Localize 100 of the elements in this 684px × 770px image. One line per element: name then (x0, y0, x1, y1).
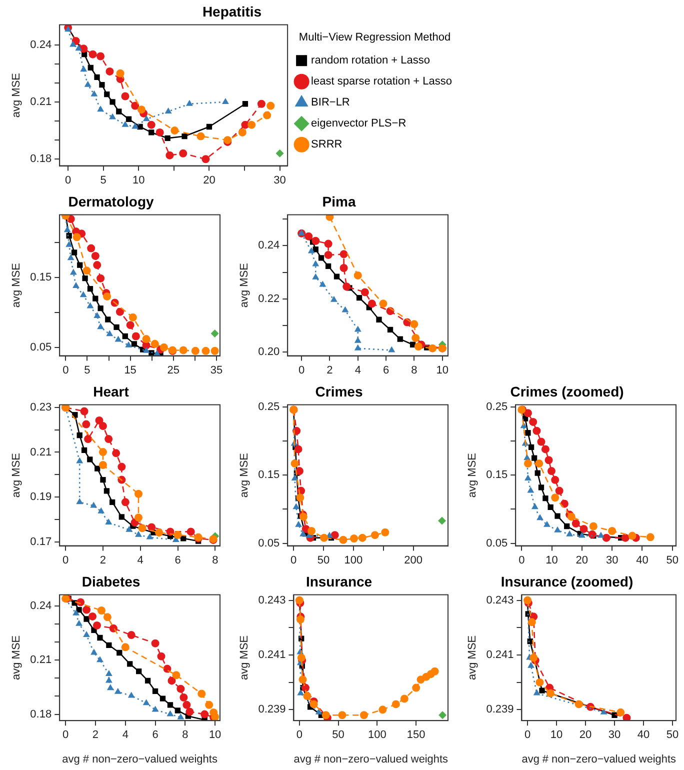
point (539, 688, 545, 694)
point (528, 618, 536, 626)
point (330, 296, 338, 302)
point (354, 336, 362, 343)
point (72, 233, 81, 242)
point (90, 90, 98, 96)
x-axis-title: avg # non−zero−valued weights (522, 753, 676, 766)
x-axis-title: avg # non−zero−valued weights (294, 753, 448, 766)
point (578, 532, 586, 538)
point (554, 513, 560, 519)
point (84, 435, 92, 444)
point (295, 520, 302, 527)
point (148, 523, 156, 532)
x-tick-label: 6 (174, 554, 181, 566)
point (354, 326, 362, 332)
point (312, 273, 320, 280)
point (144, 678, 151, 684)
x-tick-label: 35 (210, 364, 223, 376)
y-tick-label: 0.25 (258, 401, 280, 414)
point (166, 151, 174, 160)
point (87, 456, 93, 462)
x-tick-label: 10 (550, 729, 563, 742)
chart-title: Dermatology (68, 193, 154, 210)
y-tick-label: 0.241 (486, 648, 514, 661)
point (116, 308, 124, 316)
point (322, 711, 330, 720)
point (544, 520, 550, 527)
x-tick-label: 50 (666, 554, 679, 566)
point (148, 130, 154, 136)
x-tick-label: 8 (212, 554, 218, 566)
point (98, 448, 107, 456)
y-tick-label: 0.24 (258, 240, 280, 252)
point (132, 332, 140, 340)
point (88, 50, 97, 58)
point (430, 667, 439, 676)
point (121, 92, 130, 100)
point (168, 676, 176, 685)
x-tick-label: 100 (344, 554, 363, 566)
point (356, 294, 362, 301)
point (82, 420, 90, 428)
x-tick-label: 200 (404, 554, 422, 566)
point (77, 262, 83, 268)
point (172, 671, 180, 680)
x-tick-label: 2 (92, 729, 99, 742)
point (528, 444, 534, 450)
point (564, 523, 570, 530)
point (330, 531, 339, 540)
point (210, 346, 219, 355)
point (544, 456, 553, 464)
chart-title: Pima (322, 193, 356, 210)
point (400, 694, 408, 703)
y-tick-label: 0.15 (486, 469, 508, 482)
y-tick-label: 0.18 (30, 153, 52, 166)
y-tick-label: 0.22 (258, 292, 280, 305)
point (527, 486, 534, 493)
point (186, 708, 194, 716)
point (600, 708, 608, 714)
x-axis-title: avg # non−zero−valued weights (62, 753, 218, 766)
x-tick-label: 10 (436, 364, 448, 376)
y-tick-label: 0.15 (30, 272, 52, 284)
point (410, 320, 418, 328)
y-axis-title: avg MSE (466, 635, 479, 680)
point (554, 526, 561, 532)
point (109, 113, 116, 120)
point (128, 313, 137, 322)
point (105, 316, 111, 322)
point (82, 266, 91, 275)
point (84, 616, 90, 622)
y-tick-label: 0.17 (30, 536, 52, 548)
x-tick-label: 20 (576, 554, 588, 566)
y-tick-label: 0.05 (258, 537, 280, 550)
point (180, 694, 188, 702)
y-tick-label: 0.21 (30, 654, 52, 666)
x-tick-label: 0 (296, 729, 302, 742)
point (294, 445, 302, 454)
point (82, 275, 88, 282)
point (66, 232, 72, 239)
point (547, 467, 556, 476)
point (646, 533, 654, 542)
y-tick-label: 0.243 (486, 594, 514, 606)
point (534, 470, 540, 476)
point (114, 336, 122, 342)
point (94, 74, 100, 80)
point (97, 634, 103, 641)
point (142, 335, 150, 344)
y-tick-label: 0.241 (258, 648, 286, 661)
point (112, 449, 120, 458)
point (381, 528, 390, 536)
point (166, 710, 174, 716)
point (80, 66, 88, 72)
point (84, 80, 92, 87)
point (542, 495, 548, 502)
point (602, 534, 610, 542)
point (414, 342, 422, 350)
y-axis-title: avg MSE (238, 452, 251, 498)
point (535, 460, 544, 468)
y-tick-label: 0.18 (30, 708, 52, 720)
x-tick-label: 4 (122, 729, 128, 742)
point (179, 149, 188, 158)
point (186, 528, 195, 536)
